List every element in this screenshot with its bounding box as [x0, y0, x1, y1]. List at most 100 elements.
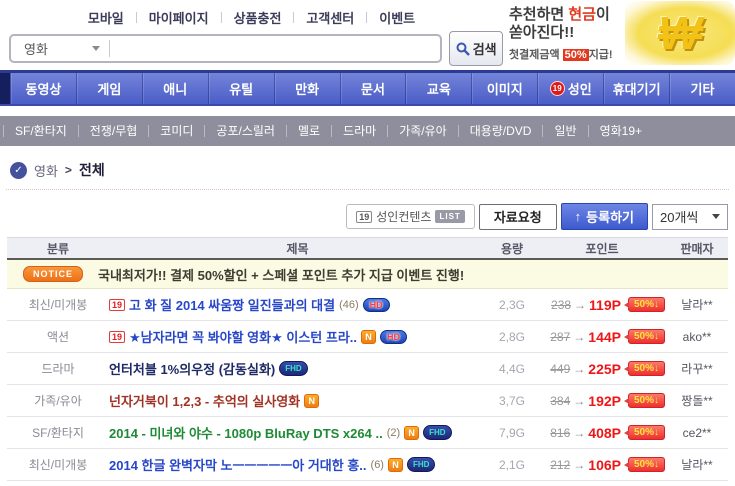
- main-nav: 동영상 게임 애니 유틸 만화 문서 교육 이미지 19 성인 휴대기기 기타: [0, 70, 735, 106]
- search-button[interactable]: 검색: [449, 31, 503, 66]
- header-points: 포인트: [585, 241, 619, 256]
- title-link[interactable]: 2014 한글 완벽자막 노ㅡㅡㅡㅡㅡ아 거대한 홍..: [109, 458, 367, 473]
- table-row[interactable]: SF/환타지 2014 - 미녀와 야수 - 1080p BluRay DTS …: [7, 417, 728, 449]
- register-button[interactable]: ↑ 등록하기: [560, 203, 648, 230]
- table-row[interactable]: 드라마 언터처블 1%의우정 (감동실화) FHD 4,4G 449 → 225P…: [7, 353, 728, 385]
- topnav-event[interactable]: 이벤트: [379, 11, 416, 26]
- ad-banner[interactable]: ₩ 추천하면 현금이 쏟아진다!! 첫결제금액 50% 지급!: [503, 0, 735, 66]
- title-link[interactable]: 넌자거북이 1,2,3 - 추억의 실사영화: [109, 394, 301, 409]
- subnav-movie19[interactable]: 영화19+: [599, 124, 643, 138]
- title-link[interactable]: 2014 - 미녀와 야수 - 1080p BluRay DTS x264 ..: [109, 426, 383, 441]
- adult-19-badge: 19: [109, 298, 126, 311]
- subnav-drama[interactable]: 드라마: [343, 124, 377, 138]
- topnav-mobile[interactable]: 모바일: [87, 11, 124, 26]
- discount-badge: 50%↓: [623, 297, 665, 312]
- adult-content-list-button[interactable]: 19 성인컨텐츠 LIST: [346, 204, 475, 229]
- topnav-charge[interactable]: 상품충전: [233, 11, 282, 26]
- search-icon: [456, 42, 470, 56]
- arrow-icon: →: [574, 297, 587, 312]
- new-icon: N: [387, 457, 403, 472]
- current-points: 144P: [588, 328, 621, 345]
- title-link[interactable]: 언터처블 1%의우정 (감동실화): [109, 362, 276, 377]
- row-category: 드라마: [41, 362, 75, 376]
- current-points: 106P: [588, 456, 621, 473]
- ad-line1-accent: 현금: [568, 6, 596, 23]
- ad-line2: 쏟아진다!!: [509, 24, 575, 41]
- nav-item-game[interactable]: 게임: [75, 73, 142, 104]
- upload-arrow-icon: ↑: [574, 209, 582, 224]
- won-symbol: ₩: [658, 7, 702, 59]
- topnav-mypage[interactable]: 마이페이지: [148, 11, 209, 26]
- breadcrumb-section[interactable]: 영화: [34, 163, 58, 179]
- divider: [285, 125, 287, 137]
- topnav-support[interactable]: 고객센터: [306, 11, 355, 26]
- nav-left-cap: [0, 73, 10, 104]
- subnav-comedy[interactable]: 코미디: [160, 124, 194, 138]
- table-row[interactable]: 가족/유아 넌자거북이 1,2,3 - 추억의 실사영화 N 3,7G 384 →…: [7, 385, 728, 417]
- breadcrumb-check-icon: ✓: [10, 161, 27, 179]
- divider: [3, 125, 4, 137]
- ad-line3: 첫결제금액: [509, 49, 563, 61]
- adult-19-badge: 19: [109, 330, 126, 343]
- discount-badge: 50%↓: [623, 361, 665, 376]
- row-points: 816 → 408P 50%↓: [538, 425, 666, 441]
- title-link[interactable]: ★남자라면 꼭 봐야할 영화★ 이스턴 프라..: [129, 330, 358, 345]
- subnav-horror[interactable]: 공포/스릴러: [216, 124, 275, 138]
- row-category: SF/환타지: [32, 426, 84, 440]
- search-button-label: 검색: [472, 42, 497, 57]
- won-coin-graphic: ₩: [625, 1, 735, 65]
- file-listing: 분류 제목 용량 포인트 판매자 NOTICE 국내최저가!! 결제 50%할인…: [7, 237, 728, 481]
- nav-item-util[interactable]: 유틸: [207, 73, 274, 104]
- notice-badge: NOTICE: [23, 266, 84, 282]
- subnav-general[interactable]: 일반: [554, 124, 577, 138]
- row-category: 가족/유아: [34, 394, 82, 408]
- divider: [366, 12, 368, 23]
- nav-item-image[interactable]: 이미지: [471, 73, 537, 104]
- header-title: 제목: [286, 241, 309, 256]
- nav-item-mobile-device[interactable]: 휴대기기: [603, 73, 669, 104]
- notice-row[interactable]: NOTICE 국내최저가!! 결제 50%할인 + 스페셜 포인트 추가 지급 …: [7, 260, 728, 289]
- page-size-select[interactable]: 20개씩: [652, 203, 728, 230]
- subnav-dvd[interactable]: 대용량/DVD: [469, 124, 532, 138]
- nav-item-adult[interactable]: 19 성인: [537, 73, 603, 104]
- subnav-war[interactable]: 전쟁/무협: [89, 124, 138, 138]
- old-points: 238: [551, 297, 572, 312]
- title-link[interactable]: 고 화 질 2014 싸움짱 일진들과의 대결: [129, 298, 336, 313]
- request-button[interactable]: 자료요청: [478, 203, 557, 230]
- arrow-icon: →: [573, 457, 586, 472]
- nav-item-ani[interactable]: 애니: [141, 73, 208, 104]
- nav-item-label: 문서: [361, 82, 385, 97]
- hd-icon: HD: [380, 329, 408, 344]
- search-input[interactable]: [110, 36, 441, 61]
- nav-item-video[interactable]: 동영상: [10, 73, 76, 104]
- nav-item-edu[interactable]: 교육: [405, 73, 471, 104]
- subnav-sf-fantasy[interactable]: SF/환타지: [15, 124, 67, 138]
- table-row[interactable]: 최신/미개봉 19 고 화 질 2014 싸움짱 일진들과의 대결 (46) H…: [7, 289, 728, 321]
- nav-item-comics[interactable]: 만화: [273, 73, 340, 104]
- row-size: 2,8G: [498, 329, 525, 344]
- divider: [587, 125, 589, 137]
- table-header: 분류 제목 용량 포인트 판매자: [7, 237, 728, 260]
- search-bar: 영화 검색: [0, 31, 503, 66]
- divider: [204, 125, 206, 137]
- nav-item-label: 애니: [163, 82, 188, 97]
- table-row[interactable]: 액션 19 ★남자라면 꼭 봐야할 영화★ 이스턴 프라.. N HD 2,8G…: [7, 321, 728, 353]
- table-row[interactable]: 최신/미개봉 2014 한글 완벽자막 노ㅡㅡㅡㅡㅡ아 거대한 홍.. (6) …: [7, 449, 728, 481]
- row-title-cell: 넌자거북이 1,2,3 - 추억의 실사영화 N: [109, 391, 486, 410]
- subnav-melo[interactable]: 멜로: [297, 124, 321, 138]
- comment-count: (46): [339, 298, 359, 311]
- discount-badge: 50%↓: [623, 393, 665, 408]
- nav-item-docs[interactable]: 문서: [339, 73, 406, 104]
- nav-item-label: 유틸: [229, 82, 254, 97]
- row-title-cell: 언터처블 1%의우정 (감동실화) FHD: [109, 359, 486, 378]
- list-badge: LIST: [435, 210, 465, 223]
- nav-item-label: 이미지: [486, 82, 523, 97]
- current-points: 408P: [588, 424, 621, 441]
- search-category-select[interactable]: 영화: [11, 39, 109, 58]
- nav-item-etc[interactable]: 기타: [669, 73, 735, 104]
- row-size: 4,4G: [498, 361, 525, 376]
- subnav-family[interactable]: 가족/유아: [399, 124, 447, 138]
- fhd-icon: FHD: [423, 425, 452, 440]
- divider: [220, 12, 222, 23]
- divider: [331, 125, 333, 137]
